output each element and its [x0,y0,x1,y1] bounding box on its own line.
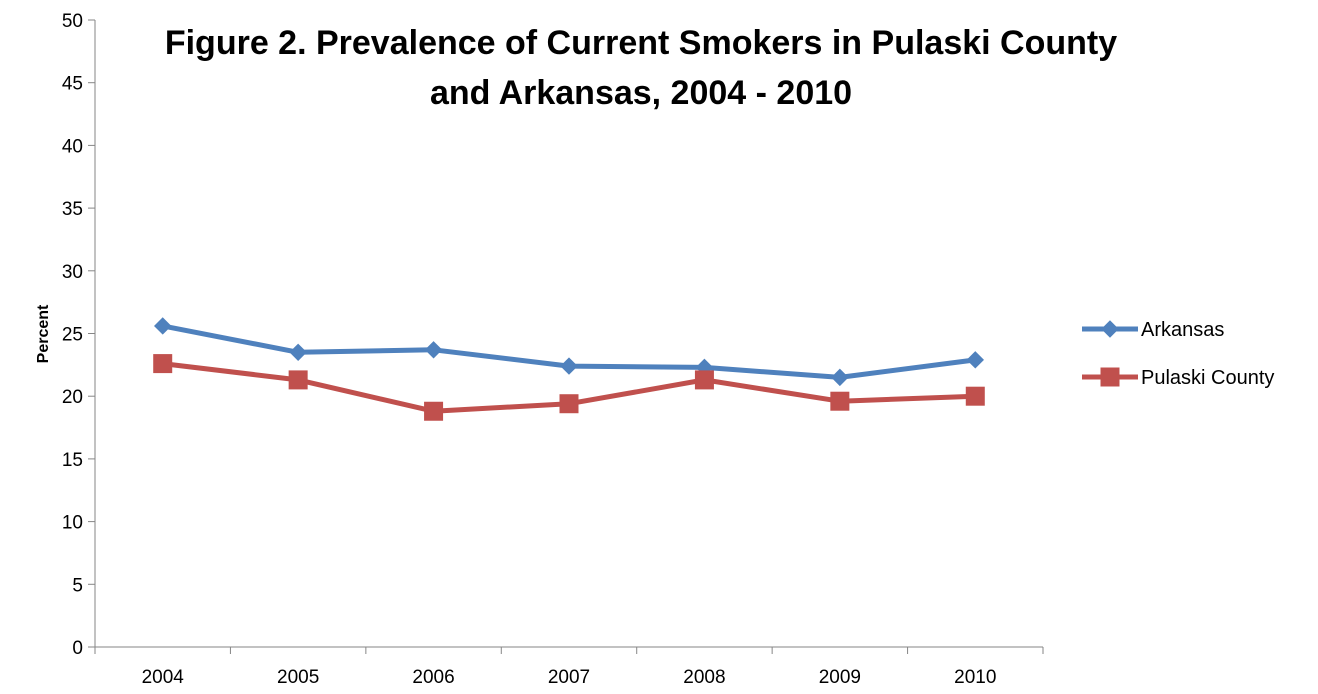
data-point-arkansas [289,343,307,362]
legend-item-arkansas: Arkansas [1082,319,1224,341]
data-point-pulaski-county [965,386,985,406]
data-point-pulaski-county [559,394,579,414]
series-pulaski-county [153,354,985,421]
x-tick-label: 2007 [548,667,590,688]
y-axis-title: Percent [35,304,52,363]
y-tick-label: 15 [62,450,83,471]
y-tick-label: 0 [72,638,83,659]
x-tick-label: 2006 [412,667,454,688]
x-tick-label: 2009 [819,667,861,688]
x-tick-label: 2005 [277,667,319,688]
y-tick-label: 25 [62,325,83,346]
legend-swatch-marker [1100,367,1120,387]
y-tick-label: 50 [62,11,83,32]
data-point-pulaski-county [694,370,714,390]
y-tick-label: 35 [62,199,83,220]
y-axis: 0 5 10 15 20 25 30 35 40 45 50 [62,11,96,659]
legend-item-pulaski-county: Pulaski County [1082,367,1274,389]
y-tick-label: 45 [62,74,83,95]
y-tick-label: 20 [62,387,83,408]
y-tick-label: 30 [62,262,83,283]
legend-label: Arkansas [1141,319,1224,341]
y-tick-label: 5 [72,575,83,596]
data-point-arkansas [966,351,984,369]
y-tick-label: 40 [62,136,83,157]
x-tick-label: 2008 [683,667,725,688]
y-tick-label: 10 [62,513,83,534]
series-arkansas [154,317,984,387]
data-point-arkansas [560,357,578,375]
chart-title: Figure 2. Prevalence of Current Smokers … [165,24,1117,112]
legend-swatch-marker [1101,320,1119,338]
data-point-pulaski-county [153,354,173,374]
x-axis: 2004 2005 2006 2007 2008 2009 2010 [94,646,1044,688]
x-tick-label: 2010 [954,667,996,688]
data-point-arkansas [831,368,849,387]
data-point-pulaski-county [830,391,850,411]
series-group [153,317,985,421]
data-point-arkansas [154,317,172,335]
chart-title-line-1: Figure 2. Prevalence of Current Smokers … [165,24,1117,62]
legend-label: Pulaski County [1141,367,1274,389]
legend: Arkansas Pulaski County [1082,319,1274,389]
chart-title-line-2: and Arkansas, 2004 - 2010 [430,74,852,112]
x-tick-label: 2004 [142,667,185,688]
data-point-arkansas [424,341,443,359]
data-point-pulaski-county [424,401,444,421]
data-point-pulaski-county [288,370,308,390]
